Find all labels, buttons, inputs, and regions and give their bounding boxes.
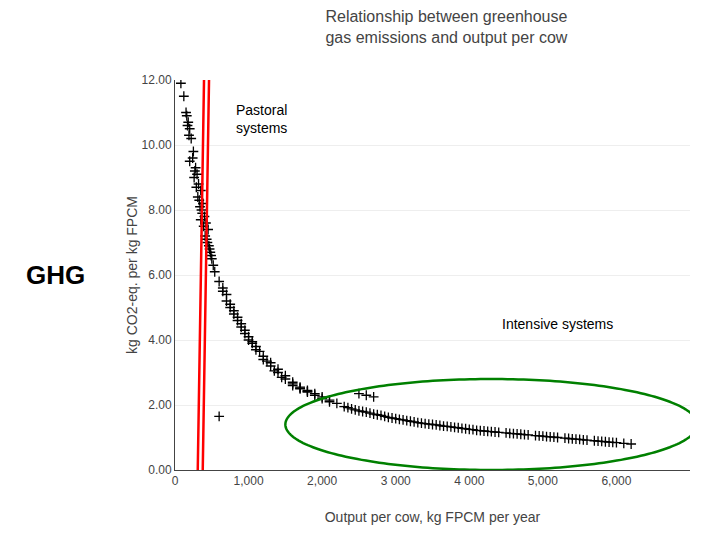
svg-text:6.00: 6.00 (148, 268, 172, 282)
svg-text:3 000: 3 000 (381, 474, 411, 488)
svg-text:8.00: 8.00 (148, 203, 172, 217)
svg-text:2.00: 2.00 (148, 398, 172, 412)
svg-text:GHG: GHG (26, 260, 85, 290)
svg-text:10.00: 10.00 (142, 138, 172, 152)
svg-text:0.00: 0.00 (148, 463, 172, 477)
svg-text:4 000: 4 000 (454, 474, 484, 488)
svg-text:4.00: 4.00 (148, 333, 172, 347)
svg-text:Pastoralsystems: Pastoralsystems (236, 102, 287, 136)
svg-text:Intensive systems: Intensive systems (502, 316, 613, 332)
svg-text:Relationship between greenhous: Relationship between greenhousegas emiss… (325, 8, 567, 46)
svg-text:Output per cow, kg FPCM per ye: Output per cow, kg FPCM per year (325, 509, 541, 525)
svg-text:0: 0 (172, 474, 179, 488)
svg-text:kg CO2-eq. per kg FPCM: kg CO2-eq. per kg FPCM (124, 196, 140, 354)
svg-text:1,000: 1,000 (234, 474, 264, 488)
svg-text:5,000: 5,000 (528, 474, 558, 488)
svg-text:12.00: 12.00 (142, 73, 172, 87)
svg-text:6,000: 6,000 (601, 474, 631, 488)
svg-text:2,000: 2,000 (307, 474, 337, 488)
